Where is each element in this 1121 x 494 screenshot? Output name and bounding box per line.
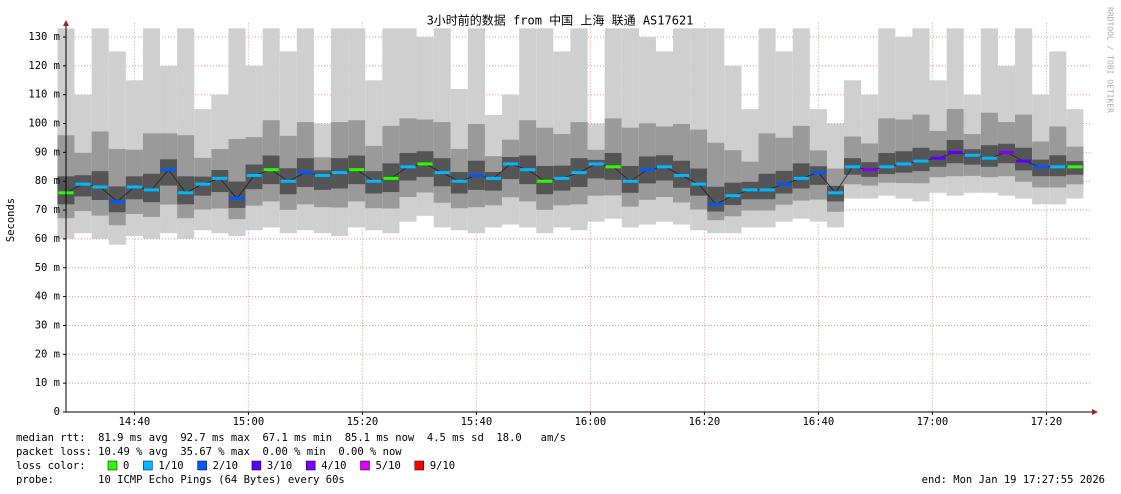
legend-label: 0 [123, 460, 129, 472]
y-tick-label: 40 m [35, 291, 60, 303]
smoke-core [194, 176, 212, 196]
legend-swatch [107, 460, 118, 471]
y-tick-label: 120 m [28, 60, 60, 72]
plot [57, 22, 1092, 413]
y-tick-label: 20 m [35, 348, 60, 360]
y-arrow [63, 20, 69, 26]
smoke-core [809, 166, 827, 185]
legend-label: 1/10 [158, 460, 183, 472]
smoke-core [484, 172, 503, 191]
legend-swatch [143, 460, 153, 471]
smoke-core [878, 152, 896, 175]
x-tick-label: 15:00 [233, 416, 265, 428]
smoke-core [792, 163, 810, 189]
smoke-core [621, 165, 639, 193]
legend-swatch [251, 460, 262, 471]
smoke-core [707, 186, 725, 212]
legend-label: 4/10 [321, 460, 346, 472]
end-time: end: Mon Jan 19 17:27:55 2026 [922, 474, 1105, 486]
legend-swatch [414, 460, 425, 471]
legend-swatch [360, 460, 370, 471]
y-tick-label: 50 m [35, 262, 60, 274]
smoke-core [912, 147, 930, 172]
smoke-core [980, 145, 998, 167]
smoke-core [177, 176, 195, 205]
y-tick-label: 0 [54, 406, 60, 418]
y-tick-label: 130 m [28, 31, 60, 43]
y-tick-label: 80 m [35, 175, 60, 187]
smoke-core [228, 181, 246, 208]
smoke-core [74, 175, 92, 197]
x-tick-label: 14:40 [119, 416, 151, 428]
smoke-core [160, 159, 178, 186]
y-tick-label: 60 m [35, 233, 60, 245]
smoke-core [724, 182, 742, 206]
x-tick-label: 16:00 [575, 416, 607, 428]
smoke-mid [792, 125, 810, 201]
x-tick-label: 15:20 [347, 416, 379, 428]
y-tick-label: 70 m [35, 204, 60, 216]
y-tick-label: 10 m [35, 377, 60, 389]
x-tick-label: 16:40 [803, 416, 835, 428]
y-tick-label: 100 m [28, 118, 60, 130]
legend-title: loss color: [16, 460, 86, 472]
legend-label: 2/10 [213, 460, 238, 472]
y-tick-label: 30 m [35, 319, 60, 331]
stats-line: packet loss: 10.49 % avg 35.67 % max 0.0… [16, 446, 402, 458]
watermark: RRDTOOL / TOBI OETIKER [1106, 7, 1115, 113]
x-tick-label: 17:20 [1031, 416, 1063, 428]
y-axis-label: Seconds [5, 198, 17, 242]
smoke-core [108, 186, 126, 213]
legend-label: 3/10 [267, 460, 292, 472]
y-tick-label: 90 m [35, 146, 60, 158]
legend-swatch [197, 460, 207, 471]
x-tick-label: 17:00 [917, 416, 949, 428]
chart-title: 3小时前的数据 from 中国 上海 联通 AS17621 [427, 13, 694, 28]
x-tick-label: 16:20 [689, 416, 721, 428]
smoke-core [142, 173, 161, 203]
legend-label: 5/10 [376, 460, 401, 472]
smoke-mid [980, 112, 998, 178]
smoke-core [502, 157, 520, 180]
stats-line: median rtt: 81.9 ms avg 92.7 ms max 67.1… [16, 432, 566, 444]
smoke-core [895, 151, 913, 173]
smoke-core [758, 173, 776, 200]
smoke-core [313, 170, 332, 190]
legend-swatch [305, 460, 316, 471]
x-tick-label: 15:40 [461, 416, 493, 428]
smoke-core [775, 170, 793, 194]
smoke-core [211, 169, 229, 193]
smoke-core [450, 172, 468, 194]
y-tick-label: 110 m [28, 89, 60, 101]
smoke-core [1015, 147, 1033, 171]
probe-line: probe: 10 ICMP Echo Pings (64 Bytes) eve… [16, 474, 345, 486]
smoke-core [963, 149, 981, 165]
legend-label: 9/10 [430, 460, 455, 472]
x-arrow [1092, 409, 1098, 415]
